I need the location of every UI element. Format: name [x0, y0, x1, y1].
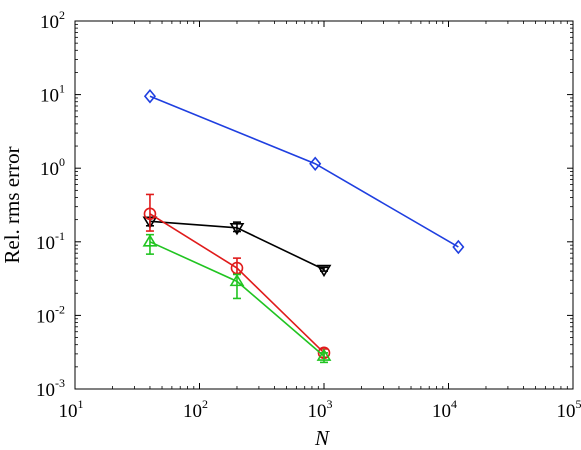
diamond-marker — [452, 239, 465, 255]
y-tick-label: 102 — [40, 8, 65, 33]
triangle-up-marker — [229, 273, 245, 287]
x-tick-label: 101 — [59, 397, 84, 422]
x-tick-label: 105 — [557, 397, 581, 422]
y-tick-label: 10-3 — [36, 376, 65, 401]
y-tick-label: 10-1 — [36, 229, 65, 254]
x-tick-label: 104 — [432, 397, 457, 422]
circle-marker — [143, 207, 157, 221]
triangle-up-marker — [142, 234, 158, 247]
y-tick-label: 10-2 — [36, 302, 65, 327]
circle-marker — [230, 261, 244, 275]
series-line — [149, 95, 459, 248]
triangle-up-marker — [316, 348, 332, 361]
y-tick-label: 101 — [40, 82, 65, 107]
series-0 — [143, 88, 465, 255]
triangle-down-marker — [316, 264, 332, 278]
triangle-down-marker — [229, 222, 245, 236]
series-3 — [142, 233, 332, 364]
x-tick-label: 102 — [183, 397, 208, 422]
x-tick-label: 103 — [308, 397, 333, 422]
axes — [74, 20, 574, 390]
plot-area — [142, 88, 465, 364]
diamond-marker — [309, 156, 322, 171]
tick-labels: 101 102 103 104 105 10-3 10-2 10-1 100 101 102 — [36, 8, 581, 422]
y-axis-title: Rel. rms error — [0, 146, 24, 263]
x-axis-title: N — [314, 426, 330, 450]
diamond-marker — [143, 88, 156, 104]
y-tick-label: 100 — [40, 155, 65, 180]
